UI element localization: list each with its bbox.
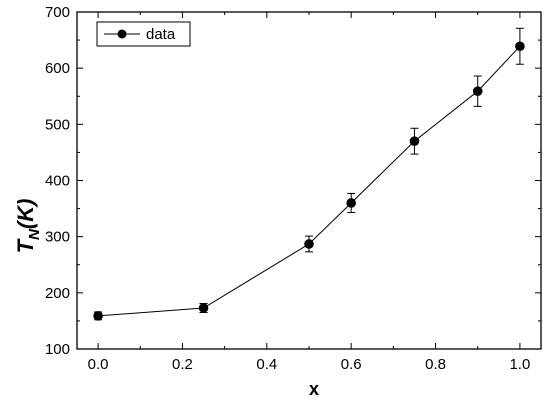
y-tick-label: 400 — [45, 173, 70, 190]
x-tick-label: 1.0 — [509, 356, 530, 373]
legend-marker — [117, 29, 127, 39]
legend: data — [96, 21, 191, 47]
series-line — [98, 45, 521, 317]
x-tick-label: 0.6 — [341, 356, 362, 373]
y-axis-title-sub: N — [26, 228, 43, 240]
x-tick-label: 0.0 — [88, 356, 109, 373]
y-tick-label: 500 — [45, 116, 70, 133]
x-tick-label: 0.2 — [172, 356, 193, 373]
y-tick-label: 600 — [45, 60, 70, 77]
data-point — [346, 198, 356, 208]
x-tick-label: 0.8 — [425, 356, 446, 373]
data-point — [409, 136, 420, 146]
x-tick-label: 0.4 — [256, 356, 277, 373]
data-point — [515, 41, 525, 52]
plot-area — [93, 27, 525, 321]
y-tick-label: 100 — [45, 341, 70, 358]
y-tick-label: 300 — [45, 229, 70, 246]
data-point — [472, 86, 483, 96]
data-point — [93, 311, 103, 321]
svg-text:TN(K): TN(K) — [13, 199, 43, 254]
y-tick-label: 200 — [45, 285, 70, 302]
data-point — [198, 303, 209, 313]
x-axis-title: x — [309, 379, 319, 399]
axes — [76, 11, 542, 350]
y-tick-label: 700 — [45, 4, 70, 21]
y-axis-title-main: T — [13, 238, 38, 253]
y-axis-title-rest: (K) — [13, 199, 38, 230]
legend-label: data — [146, 26, 176, 43]
ticks: 0.0 0.2 0.4 0.6 0.8 1.0 100 200 300 400 500 600 700 — [45, 4, 541, 373]
data-point — [304, 239, 314, 249]
y-axis-title: TN(K) — [13, 199, 43, 254]
plot-frame — [76, 11, 542, 350]
